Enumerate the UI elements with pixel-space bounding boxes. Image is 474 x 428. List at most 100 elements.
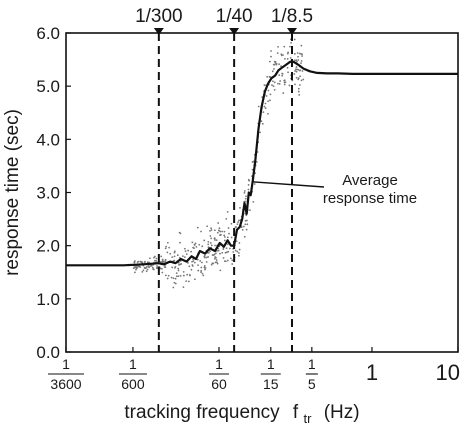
sample-point <box>299 69 302 72</box>
sample-point <box>277 82 279 85</box>
sample-point <box>298 94 301 96</box>
sample-point <box>283 79 286 82</box>
sample-point <box>179 232 182 235</box>
sample-point <box>196 258 199 261</box>
x-axis-title: tracking frequency f tr (Hz) <box>124 402 359 428</box>
sample-point <box>226 243 229 246</box>
annotation-leader <box>253 181 325 188</box>
sample-point <box>270 55 272 58</box>
sample-point <box>210 229 213 231</box>
annotation-text: Average <box>342 172 398 189</box>
sample-point <box>191 260 193 263</box>
sample-point <box>134 271 136 274</box>
sample-point <box>219 230 222 233</box>
sample-point <box>294 70 296 72</box>
sample-point <box>231 263 234 265</box>
x-axis-label-text: tracking frequency <box>124 402 280 423</box>
sample-point <box>217 222 220 224</box>
sample-point <box>300 79 303 82</box>
sample-point <box>222 248 225 251</box>
sample-point <box>185 280 188 283</box>
sample-point <box>297 78 300 81</box>
sample-point <box>263 84 266 87</box>
sample-point <box>272 85 275 88</box>
sample-point <box>207 256 210 258</box>
sample-point <box>188 280 190 283</box>
sample-point <box>166 241 169 244</box>
sample-point <box>209 229 211 232</box>
sample-point <box>193 247 195 250</box>
sample-point <box>263 105 266 108</box>
sample-point <box>223 234 226 237</box>
sample-point <box>142 269 145 272</box>
sample-point <box>160 267 163 270</box>
sample-point <box>206 225 209 228</box>
x-axis-var-sub: tr <box>303 411 312 426</box>
sample-point <box>155 257 158 260</box>
sample-point <box>293 38 296 41</box>
sample-point <box>216 261 218 264</box>
sample-point <box>195 245 198 248</box>
sample-point <box>174 265 177 268</box>
sample-point <box>287 71 289 74</box>
sample-point <box>212 262 215 265</box>
sample-point <box>191 241 194 244</box>
sample-point <box>172 286 175 289</box>
sample-point <box>133 260 136 262</box>
sample-point <box>168 246 171 249</box>
sample-point <box>259 131 261 134</box>
sample-point <box>209 242 212 244</box>
sample-point <box>283 81 286 84</box>
y-tick-label: 4.0 <box>36 130 60 149</box>
sample-point <box>221 251 224 254</box>
sample-point <box>207 240 210 243</box>
sample-point <box>271 84 273 87</box>
sample-point <box>199 260 202 262</box>
sample-point <box>194 242 197 245</box>
sample-point <box>210 237 213 240</box>
sample-point <box>179 274 182 277</box>
sample-point <box>301 55 303 57</box>
sample-point <box>204 268 206 271</box>
sample-point <box>193 261 196 264</box>
y-tick-label: 5.0 <box>36 77 60 96</box>
sample-point <box>200 261 203 264</box>
sample-point <box>293 73 296 75</box>
sample-point <box>143 266 146 269</box>
sample-point <box>223 230 226 233</box>
sample-point <box>161 271 164 274</box>
sample-point <box>295 70 298 73</box>
sample-point <box>229 257 232 260</box>
sample-point <box>173 255 176 258</box>
sample-point <box>252 201 255 203</box>
sample-point <box>214 244 216 247</box>
x-tick-numerator: 1 <box>62 356 70 372</box>
sample-point <box>210 227 213 230</box>
sample-point <box>246 223 249 226</box>
sample-point <box>179 241 181 244</box>
sample-point <box>166 277 169 280</box>
sample-point <box>215 239 218 242</box>
sample-point <box>203 266 206 269</box>
sample-point <box>213 253 216 256</box>
sample-point <box>186 273 189 276</box>
x-tick-numerator: 1 <box>308 356 316 372</box>
sample-point <box>290 42 292 44</box>
sample-point <box>273 88 276 91</box>
sample-point <box>297 68 299 71</box>
sample-point <box>272 63 275 66</box>
sample-point <box>283 83 286 86</box>
sample-point <box>300 60 303 62</box>
sample-point <box>169 252 172 255</box>
sample-point <box>278 74 281 77</box>
sample-point <box>257 105 260 108</box>
sample-point <box>151 266 154 269</box>
sample-point <box>272 80 274 83</box>
reference-label: 1/8.5 <box>271 6 313 27</box>
sample-point <box>297 90 300 93</box>
sample-point <box>238 242 241 244</box>
sample-point <box>145 270 148 273</box>
sample-point <box>201 245 204 248</box>
sample-point <box>203 255 206 258</box>
